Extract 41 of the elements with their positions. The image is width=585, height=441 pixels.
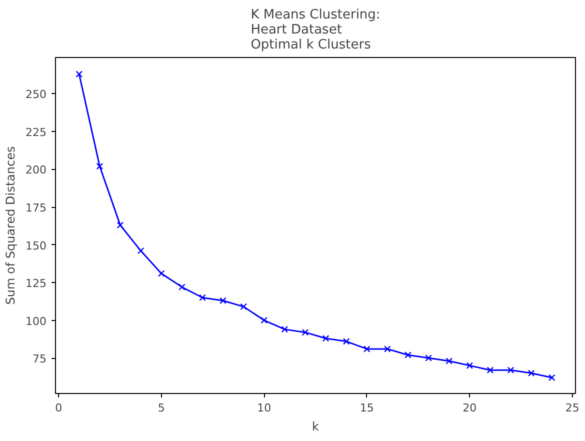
point (220, 297, 226, 304)
point (342, 338, 350, 345)
y-axis-title: Sum of Squared Distances (4, 146, 18, 305)
x-tick-label: 15 (360, 402, 374, 414)
point (76, 70, 83, 78)
point (384, 346, 391, 352)
point (178, 284, 186, 290)
point (158, 270, 165, 277)
point (199, 294, 206, 302)
point (96, 162, 104, 170)
y-tick-label: 200 (26, 164, 47, 177)
point (322, 334, 330, 342)
y-tick-label: 250 (26, 88, 47, 102)
point (486, 366, 494, 374)
y-tick-label: 175 (26, 202, 47, 214)
point (137, 247, 144, 254)
x-axis-title: k (312, 420, 320, 434)
y-tick-label: 75 (32, 352, 47, 366)
point (507, 366, 514, 374)
x-tick-label: 5 (158, 402, 165, 414)
x-tick-label: 0 (55, 402, 62, 414)
point (446, 358, 453, 364)
point (260, 316, 268, 324)
point (528, 370, 535, 377)
point (466, 362, 474, 369)
point (240, 303, 247, 310)
point (363, 346, 370, 352)
chart-title: K Means Clustering: Heart Dataset Optimal k Clusters (250, 8, 380, 52)
x-tick-label: 25 (565, 402, 580, 414)
y-tick-label: 125 (26, 277, 47, 290)
x-tick-label: 10 (257, 402, 272, 414)
y-tick-label: 150 (26, 239, 47, 252)
x-tick-label: 20 (462, 402, 477, 414)
point (548, 374, 556, 382)
y-tick-label: 100 (26, 314, 47, 328)
point (116, 222, 124, 229)
point (425, 354, 432, 362)
point (302, 328, 309, 336)
y-tick-label: 225 (26, 126, 47, 139)
point (281, 326, 288, 333)
point (404, 352, 412, 358)
